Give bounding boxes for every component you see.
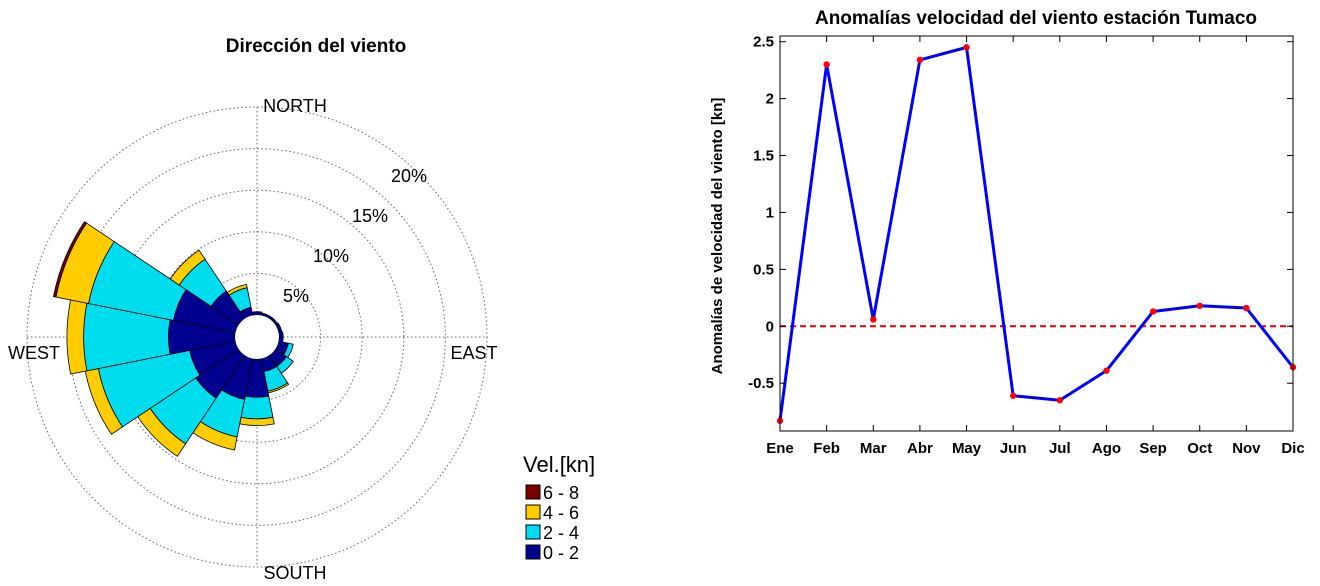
legend-label: 4 - 6 [543, 503, 579, 523]
wind-rose-wedge [66, 299, 88, 375]
data-point [963, 44, 970, 51]
wind-rose-wedge [240, 395, 274, 420]
anomaly-line [778, 45, 1295, 421]
data-point [1056, 397, 1064, 404]
x-tick-label: Mar [860, 440, 887, 457]
legend-item: 2 - 4 [525, 523, 579, 543]
wind-rose-labels: NORTH EAST SOUTH WEST 5% 10% 15% 20% [8, 96, 498, 583]
data-point [1196, 302, 1203, 309]
legend-item: 0 - 2 [525, 543, 579, 563]
plot-frame [779, 35, 1294, 432]
y-tick-label: 2.5 [753, 34, 774, 51]
anomaly-series [776, 44, 1297, 424]
data-point [916, 56, 924, 64]
x-tick-labels: Ene Feb Mar Abr May Jun Jul Ago Sep Oct Nov Dic [766, 440, 1304, 457]
wind-rose-chart: Dirección del viento NORTH EAST SOUTH WE… [8, 36, 595, 583]
wind-rose-wedge [251, 311, 263, 316]
wind-rose-wedge [239, 416, 275, 426]
y-tick-labels: -0.5 0 0.5 1 1.5 2 2.5 [748, 34, 774, 392]
x-tick-label: May [952, 440, 982, 457]
wind-rose-wedge [169, 249, 206, 286]
grid-ring [26, 106, 488, 568]
grid-ring [151, 231, 363, 443]
line-chart-axes [779, 35, 1294, 432]
wind-rose-wedge [52, 221, 88, 298]
y-axis-label: Anomalías de velocidad del viento [kn] [709, 98, 726, 375]
grid-ring [192, 272, 322, 402]
legend-item: 6 - 8 [525, 483, 579, 503]
data-point [1149, 308, 1157, 315]
radial-tick-label: 5% [283, 286, 309, 306]
legend-label: 6 - 8 [543, 483, 579, 503]
line-chart-title: Anomalías velocidad del viento estación … [815, 8, 1257, 29]
compass-east-label: EAST [450, 343, 497, 363]
x-tick-label: Dic [1281, 440, 1304, 457]
wind-rose-legend: Vel.[kn] 6 - 8 4 - 6 2 - 4 0 - 2 [523, 452, 595, 563]
data-point [1009, 392, 1017, 399]
x-tick-label: Jul [1049, 440, 1071, 457]
x-tick-label: Feb [813, 440, 840, 457]
wind-rose-center [235, 315, 279, 359]
radial-tick-label: 10% [313, 246, 349, 266]
x-tick-label: Jun [1000, 440, 1027, 457]
x-tick-label: Sep [1139, 440, 1167, 457]
data-point [1243, 304, 1250, 312]
legend-swatch [525, 504, 541, 520]
legend-swatch [525, 544, 541, 560]
y-tick-label: 1.5 [753, 148, 774, 165]
wind-rose-bars [52, 221, 294, 457]
wind-rose-wedge [278, 331, 284, 343]
anomaly-line-chart: Anomalías velocidad del viento estación … [709, 8, 1305, 457]
x-tick-label: Ene [766, 440, 794, 457]
compass-south-label: SOUTH [264, 563, 327, 583]
data-point [1103, 367, 1110, 374]
legend-title: Vel.[kn] [523, 452, 595, 477]
legend-label: 0 - 2 [543, 543, 579, 563]
y-tick-label: -0.5 [748, 375, 774, 392]
y-tick-label: 2 [766, 91, 774, 108]
y-tick-label: 1 [766, 204, 774, 221]
x-tick-label: Abr [907, 440, 933, 457]
y-tick-label: 0.5 [753, 261, 774, 278]
wind-rose-wedge [226, 283, 248, 296]
legend-swatch [525, 524, 541, 540]
legend-item: 4 - 6 [525, 503, 579, 523]
legend-swatch [525, 484, 541, 500]
x-tick-label: Ago [1092, 440, 1121, 457]
radial-tick-label: 15% [352, 206, 388, 226]
data-point [823, 61, 830, 68]
legend-label: 2 - 4 [543, 523, 579, 543]
data-point [870, 316, 877, 323]
compass-north-label: NORTH [263, 96, 327, 116]
x-tick-label: Oct [1187, 440, 1212, 457]
compass-west-label: WEST [8, 343, 60, 363]
wind-rose-title: Dirección del viento [226, 36, 407, 57]
y-tick-label: 0 [766, 318, 774, 335]
x-tick-label: Nov [1232, 440, 1261, 457]
radial-tick-label: 20% [391, 166, 427, 186]
grid-ring [68, 148, 446, 526]
